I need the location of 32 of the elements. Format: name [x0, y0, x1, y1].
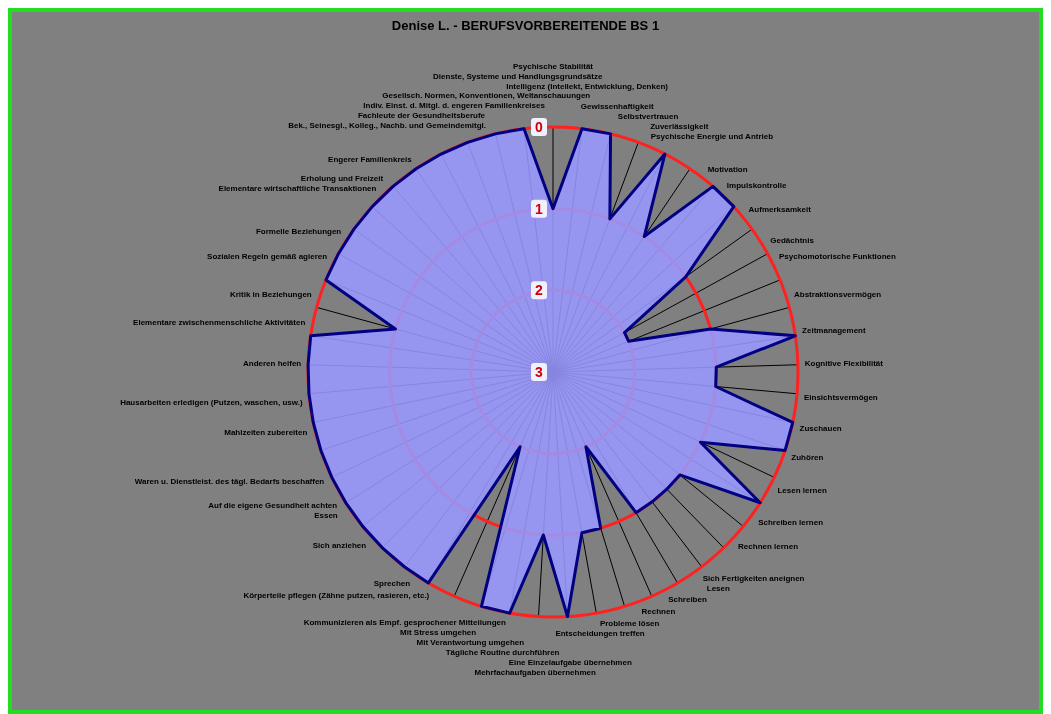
- spoke-label: Elementare zwischenmenschliche Aktivitäten: [133, 317, 306, 327]
- spoke-label: Indiv. Einst. d. Mitgl. d. engeren Familienkreises: [363, 101, 546, 111]
- spoke-label: Gewissenhaftigkeit: [580, 101, 655, 111]
- spoke-label: Anderen helfen: [243, 359, 302, 369]
- spoke-label: Sozialen Regeln gemäß agieren: [207, 251, 328, 261]
- spoke-label: Kognitive Flexibilität: [804, 358, 884, 368]
- spoke-label: Waren u. Dienstleist. des tägl. Bedarfs beschaffen: [134, 476, 325, 486]
- spoke-label: Intelligenz (Intellekt, Entwicklung, Denken): [506, 81, 669, 91]
- spoke-label: Kritik in Beziehungen: [229, 290, 312, 300]
- spoke-label: Gesellsch. Normen, Konventionen, Weltanschauungen: [382, 91, 591, 101]
- spoke-label: Psychische Stabilität: [512, 61, 594, 71]
- spoke-label: Eine Einzelaufgabe übernehmen: [508, 657, 632, 667]
- spoke-label: Psychomotorische Funktionen: [779, 252, 897, 262]
- spoke-label: Entscheidungen treffen: [555, 629, 645, 639]
- spoke-label: Mit Stress umgehen: [400, 628, 477, 638]
- spoke-label: Mehrfachaufgaben übernehmen: [474, 667, 596, 677]
- spoke-label: Abstraktionsvermögen: [794, 289, 882, 299]
- spoke-label: Kommunizieren als Empf. gesprochener Mitteilungen: [303, 618, 506, 628]
- spoke-label: Einsichtsvermögen: [803, 393, 878, 403]
- spoke-label: Mahlzeiten zubereiten: [224, 427, 308, 437]
- spoke-label: Fachleute der Gesundheitsberufe: [357, 111, 486, 121]
- spoke-label: Zuhören: [791, 453, 824, 463]
- spoke-label: Selbstvertrauen: [617, 111, 679, 121]
- spoke-label: Hausarbeiten erledigen (Putzen, waschen, usw.): [120, 397, 303, 407]
- spoke-label: Auf die eigene Gesundheit achten: [208, 501, 338, 511]
- spoke-label: Zeitmanagement: [802, 325, 866, 335]
- spoke-label: Zuschauen: [799, 423, 842, 433]
- spoke-label: Tägliche Routine durchführen: [445, 648, 560, 658]
- spoke-label: Mit Verantwortung umgehen: [416, 638, 525, 648]
- spoke-label: Probleme lösen: [599, 618, 660, 628]
- spoke-label: Dienste, Systeme und Handlungsgrundsätze: [433, 71, 603, 81]
- chart-title: Denise L. - BERUFSVORBEREITENDE BS 1: [390, 18, 661, 33]
